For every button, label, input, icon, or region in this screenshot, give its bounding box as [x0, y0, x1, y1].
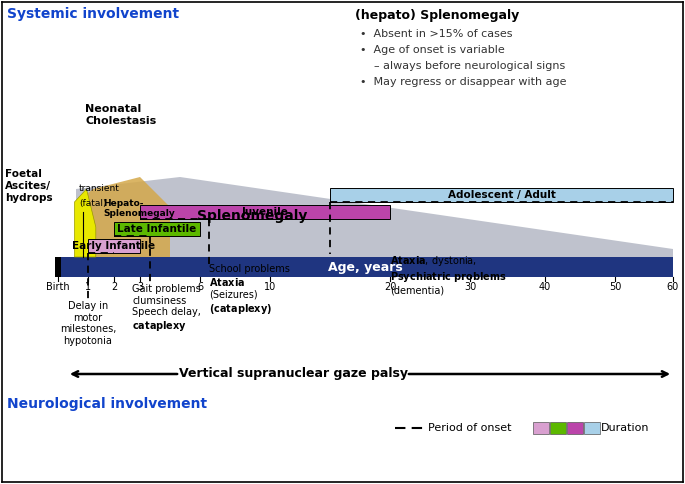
Text: 60: 60	[667, 282, 679, 292]
Text: transient: transient	[79, 184, 120, 193]
Text: 1: 1	[85, 282, 91, 292]
Text: (fatal): (fatal)	[79, 199, 107, 208]
Text: Gait problems
clumsiness
Speech delay,
$\bf{cataplexy}$: Gait problems clumsiness Speech delay, $…	[132, 284, 201, 333]
Bar	[550, 422, 566, 434]
Bar	[567, 422, 583, 434]
Text: •  Absent in >15% of cases: • Absent in >15% of cases	[360, 29, 512, 39]
Text: Delay in
motor
milestones,
hypotonia: Delay in motor milestones, hypotonia	[60, 301, 116, 346]
Text: Adolescent / Adult: Adolescent / Adult	[447, 190, 556, 200]
Text: Early Infantile: Early Infantile	[73, 241, 155, 251]
Text: Age, years: Age, years	[328, 260, 403, 273]
Text: 40: 40	[539, 282, 551, 292]
Text: 6: 6	[197, 282, 203, 292]
Text: Hepato-
Splenomegaly: Hepato- Splenomegaly	[103, 199, 175, 218]
Text: 10: 10	[264, 282, 276, 292]
Bar	[55, 257, 61, 277]
Text: School problems
$\bf{Ataxia}$
(Seizures)
$\bf{(cataplexy)}$: School problems $\bf{Ataxia}$ (Seizures)…	[209, 264, 290, 316]
Text: 3: 3	[137, 282, 143, 292]
Text: •  May regress or disappear with age: • May regress or disappear with age	[360, 77, 566, 87]
Bar	[584, 422, 600, 434]
Bar	[533, 422, 549, 434]
Text: 50: 50	[609, 282, 621, 292]
Text: Splenomegaly: Splenomegaly	[197, 209, 308, 223]
Text: 30: 30	[464, 282, 476, 292]
Bar	[88, 239, 140, 253]
Text: Birth: Birth	[46, 282, 70, 292]
Text: Late Infantile: Late Infantile	[117, 224, 197, 234]
Text: Duration: Duration	[601, 423, 649, 433]
Text: Period of onset: Period of onset	[428, 423, 512, 433]
Text: 2: 2	[111, 282, 117, 292]
Text: 20: 20	[384, 282, 396, 292]
Bar	[58, 257, 673, 277]
Text: $\bf{Ataxia}$, dystonia,
$\bf{Psychiatric\ problems}$
(dementia): $\bf{Ataxia}$, dystonia, $\bf{Psychiatri…	[390, 254, 507, 296]
Bar	[330, 188, 673, 202]
Polygon shape	[76, 177, 673, 257]
Bar	[114, 222, 200, 236]
Bar	[140, 205, 390, 219]
Polygon shape	[75, 189, 96, 257]
Text: (hepato) Splenomegaly: (hepato) Splenomegaly	[355, 9, 519, 22]
Text: Foetal
Ascites/
hydrops: Foetal Ascites/ hydrops	[5, 169, 53, 203]
Text: Neonatal
Cholestasis: Neonatal Cholestasis	[86, 104, 157, 126]
Text: Systemic involvement: Systemic involvement	[7, 7, 179, 21]
Polygon shape	[76, 177, 170, 257]
Text: Vertical supranuclear gaze palsy: Vertical supranuclear gaze palsy	[179, 367, 408, 380]
Text: – always before neurological signs: – always before neurological signs	[360, 61, 565, 71]
Text: •  Age of onset is variable: • Age of onset is variable	[360, 45, 505, 55]
Text: Neurological involvement: Neurological involvement	[7, 397, 207, 411]
Text: Juvenile: Juvenile	[242, 207, 288, 217]
